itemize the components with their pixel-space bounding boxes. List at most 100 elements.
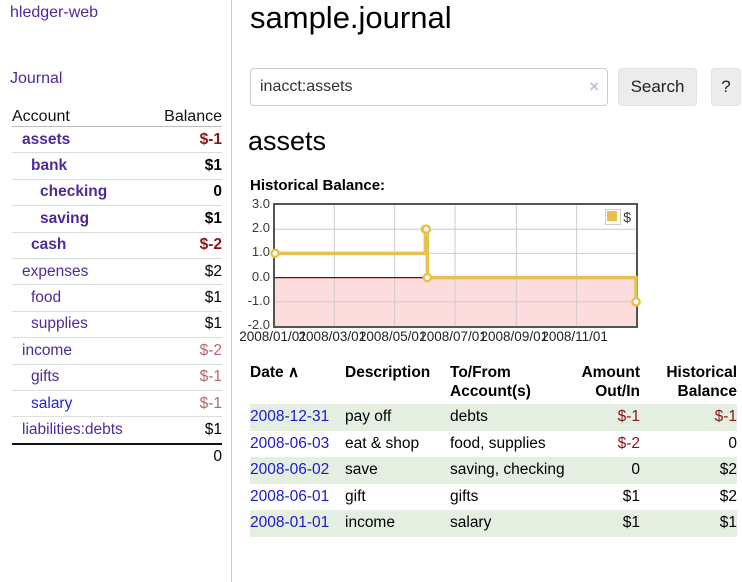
- register-balance: $1: [640, 510, 737, 537]
- account-balance: $1: [204, 420, 222, 438]
- register-date-link[interactable]: 2008-12-31: [250, 408, 330, 425]
- account-balance: $1: [204, 289, 222, 307]
- accounts-table: Account Balance assets $-1 bank $1 checking 0…: [12, 100, 222, 470]
- register-balance: 0: [728, 434, 737, 452]
- register-balance: $-1: [640, 404, 737, 431]
- register-accounts: gifts: [450, 487, 479, 505]
- sidebar-account-link[interactable]: income: [22, 341, 72, 359]
- sidebar-account-link[interactable]: salary: [31, 394, 73, 412]
- sidebar-account-row: saving $1: [12, 206, 222, 233]
- column-header-accounts: To/From Account(s): [450, 364, 531, 400]
- register-amount: $-1: [570, 404, 640, 431]
- sidebar-account-link[interactable]: bank: [31, 157, 68, 175]
- register-date-link[interactable]: 2008-06-02: [250, 461, 330, 478]
- account-balance: $-1: [199, 130, 222, 148]
- account-balance: $1: [204, 157, 222, 175]
- page-title: sample.journal: [250, 0, 452, 35]
- register-header-row: Date ∧ Description To/From Account(s) Am…: [250, 360, 737, 404]
- x-axis-tick-label: 2008/11/01: [541, 329, 608, 344]
- account-balance: $2: [204, 262, 222, 280]
- accounts-total-row: 0: [12, 442, 222, 470]
- register-row: 2008-12-31 pay off debts $-1 $-1: [250, 404, 737, 431]
- sidebar-account-link[interactable]: cash: [31, 236, 67, 254]
- account-balance: $1: [204, 209, 222, 227]
- date-header-label: Date: [250, 364, 284, 381]
- sidebar-account-row: gifts $-1: [12, 365, 222, 391]
- register-accounts: debts: [450, 404, 570, 431]
- sidebar-account-link[interactable]: expenses: [22, 262, 89, 280]
- sidebar-account-link[interactable]: checking: [40, 183, 108, 201]
- account-heading: assets: [248, 126, 327, 156]
- sidebar-account-link[interactable]: food: [31, 289, 62, 307]
- historical-balance-chart: $ 3.0 2.0 1.0 0.0 -1.0 -2.0 2008/01/01 2008/03/…: [239, 196, 684, 346]
- app-brand-link[interactable]: hledger-web: [10, 4, 99, 21]
- y-axis-tick-label: 0.0: [251, 268, 270, 284]
- sidebar-account-link[interactable]: assets: [22, 130, 71, 148]
- register-amount: $-2: [617, 434, 640, 452]
- register-description: eat & shop: [345, 434, 420, 452]
- register-amount: 0: [570, 457, 640, 484]
- x-axis-tick-label: 2008/07/01: [419, 329, 487, 344]
- account-balance: $-2: [199, 341, 222, 359]
- sidebar-account-link[interactable]: gifts: [31, 368, 60, 386]
- sort-ascending-icon[interactable]: ∧: [287, 364, 300, 381]
- chart-title: Historical Balance:: [250, 177, 386, 194]
- register-description: income: [345, 510, 450, 537]
- chart-canvas: [270, 205, 641, 326]
- register-row: 2008-06-02 save saving, checking 0 $2: [250, 457, 737, 484]
- x-axis-tick-label: 2008/03/01: [298, 329, 367, 344]
- account-balance: 0: [213, 183, 222, 201]
- account-balance: $1: [204, 315, 222, 333]
- account-balance: $-1: [199, 368, 222, 386]
- chart-plot-area: $: [270, 203, 641, 328]
- sidebar-account-row: income $-2: [12, 338, 222, 365]
- register-row: 2008-06-03 eat & shop food, supplies $-2 0: [250, 431, 737, 458]
- sidebar-account-link[interactable]: liabilities:debts: [22, 420, 123, 438]
- column-header-description: Description: [345, 364, 431, 381]
- y-axis-tick-label: 2.0: [251, 220, 270, 236]
- register-row: 2008-06-01 gift gifts $1 $2: [250, 484, 737, 511]
- accounts-table-header: Account Balance: [12, 100, 222, 127]
- y-axis-tick-label: 3.0: [251, 196, 270, 211]
- register-description: save: [345, 457, 450, 484]
- sidebar-account-row: supplies $1: [12, 312, 222, 339]
- sidebar-account-row: assets $-1: [12, 127, 222, 154]
- sidebar-account-row: bank $1: [12, 153, 222, 180]
- column-header-date[interactable]: Date ∧: [250, 360, 345, 404]
- register-accounts: saving, checking: [450, 457, 570, 484]
- x-axis-tick-label: 2008/09/01: [480, 329, 549, 344]
- sidebar-account-row: checking 0: [12, 180, 222, 207]
- register-table: Date ∧ Description To/From Account(s) Am…: [250, 360, 737, 537]
- register-amount: $1: [570, 510, 640, 537]
- sidebar-account-row: expenses $2: [12, 259, 222, 286]
- sidebar-account-link[interactable]: saving: [40, 209, 90, 227]
- clear-search-icon[interactable]: ×: [589, 77, 599, 96]
- y-axis-tick-label: 1.0: [251, 244, 270, 260]
- register-date-link[interactable]: 2008-01-01: [250, 514, 330, 531]
- accounts-total-value: 0: [213, 448, 222, 466]
- sidebar-account-row: cash $-2: [12, 233, 222, 259]
- register-date-link[interactable]: 2008-06-01: [250, 487, 330, 505]
- sidebar-account-link[interactable]: supplies: [31, 315, 88, 333]
- account-balance: $-2: [199, 236, 222, 254]
- x-axis-tick-label: 2008/01/01: [239, 329, 307, 344]
- search-box: ×: [250, 68, 608, 106]
- register-date-link[interactable]: 2008-06-03: [250, 434, 330, 452]
- y-axis-tick-label: -1.0: [247, 292, 270, 308]
- legend-series-label: $: [623, 209, 631, 225]
- sidebar: hledger-web Journal Account Balance asse…: [0, 0, 232, 582]
- register-balance: $2: [719, 487, 737, 505]
- sidebar-item-journal[interactable]: Journal: [10, 70, 63, 87]
- register-description: pay off: [345, 404, 450, 431]
- legend-swatch-icon: [605, 209, 622, 225]
- sidebar-account-row: salary $-1: [12, 391, 222, 418]
- search-button[interactable]: Search: [618, 68, 697, 106]
- register-row: 2008-01-01 income salary $1 $1: [250, 510, 737, 537]
- account-balance: $-1: [199, 394, 222, 412]
- help-button[interactable]: ?: [711, 68, 741, 106]
- search-input[interactable]: [250, 68, 608, 106]
- sidebar-account-row: liabilities:debts $1: [12, 417, 222, 442]
- column-header-amount: Amount Out/In: [581, 364, 640, 400]
- sidebar-account-row: food $1: [12, 285, 222, 312]
- register-description: gift: [345, 487, 366, 505]
